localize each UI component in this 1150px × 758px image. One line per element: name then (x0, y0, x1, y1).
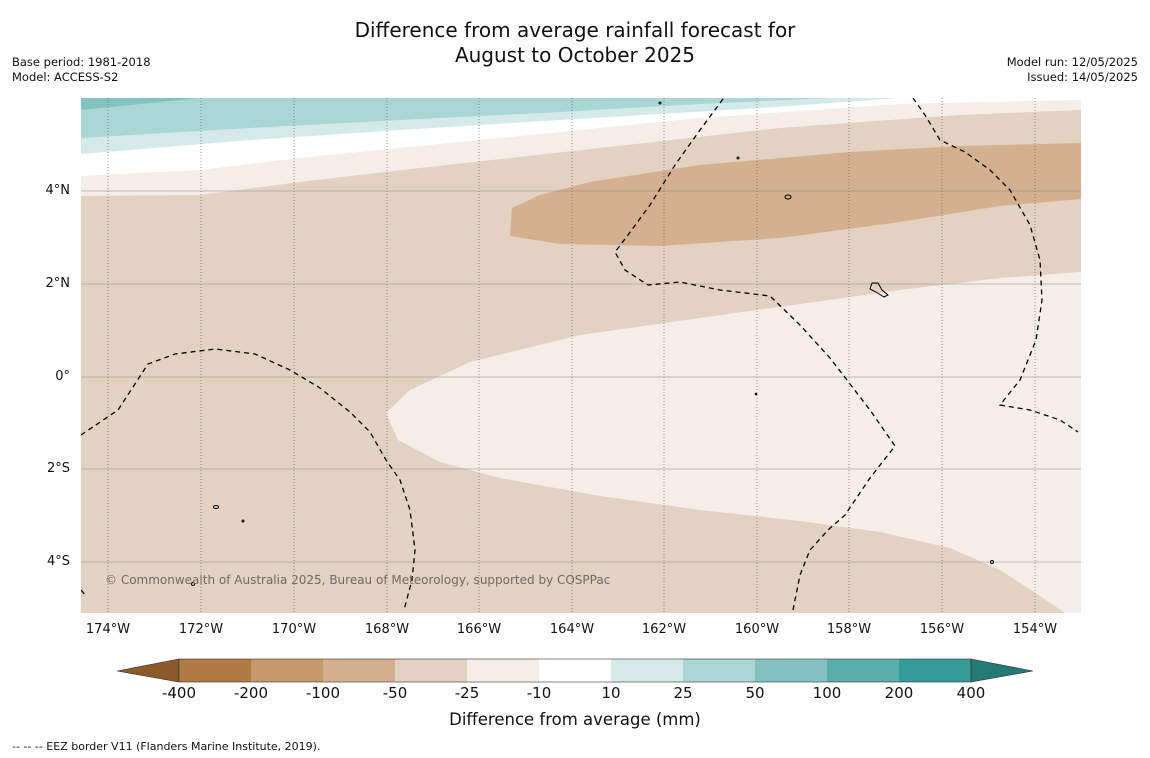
eez-borders (81, 98, 1079, 611)
copyright-notice: © Commonwealth of Australia 2025, Bureau… (105, 573, 611, 587)
colorbar-extend-low (116, 658, 180, 683)
lon-label: 156°W (919, 622, 965, 637)
longitude-lines (107, 98, 1036, 613)
colorbar-outline (178, 658, 972, 683)
lon-label: 174°W (85, 622, 131, 637)
colorbar-bin (755, 659, 827, 682)
meta-left: Base period: 1981-2018 Model: ACCESS-S2 (12, 55, 151, 85)
islands (191, 101, 994, 586)
lat-label: 2°S (46, 461, 70, 476)
lon-label: 162°W (641, 622, 687, 637)
map-title: Difference from average rainfall forecas… (0, 18, 1150, 68)
latitude-lines (81, 190, 1081, 563)
colorbar-tick: -25 (454, 684, 480, 702)
issued-date: Issued: 14/05/2025 (1027, 70, 1138, 84)
region-east-tongue (386, 272, 1081, 613)
lon-label: 160°W (734, 622, 780, 637)
lon-label: 168°W (364, 622, 410, 637)
lon-label: 164°W (549, 622, 595, 637)
lon-label: 170°W (271, 622, 317, 637)
lat-label: 2°N (45, 276, 71, 291)
colorbar-tick: -100 (305, 684, 341, 702)
colorbar-bin (467, 659, 539, 682)
colorbar-bin (179, 659, 251, 682)
colorbar-title: Difference from average (mm) (449, 710, 701, 729)
base-period: Base period: 1981-2018 (12, 55, 151, 69)
colorbar-bin (827, 659, 899, 682)
lon-label: 154°W (1012, 622, 1058, 637)
eez-footnote: -- -- -- EEZ border V11 (Flanders Marine… (12, 740, 321, 753)
region-dry-patch (510, 143, 1081, 246)
model-run: Model run: 12/05/2025 (1006, 55, 1138, 69)
lon-label: 172°W (178, 622, 224, 637)
meta-right: Model run: 12/05/2025 Issued: 14/05/2025 (1007, 55, 1138, 85)
colorbar-bin (899, 659, 971, 682)
colorbar (116, 658, 1034, 683)
colorbar-bin (395, 659, 467, 682)
lat-label: 4°S (46, 554, 70, 569)
colorbar-tick: 100 (812, 684, 842, 702)
colorbar-tick: -50 (382, 684, 408, 702)
colorbar-tick: -400 (161, 684, 197, 702)
colorbar-tick: 400 (956, 684, 986, 702)
colorbar-tick: -10 (526, 684, 552, 702)
lon-label: 158°W (826, 622, 872, 637)
colorbar-bin (683, 659, 755, 682)
map-area (81, 98, 1081, 613)
lon-label: 166°W (456, 622, 502, 637)
colorbar-tick: 50 (745, 684, 765, 702)
colorbar-bin (323, 659, 395, 682)
colorbar-bin (251, 659, 323, 682)
lat-label: 0° (55, 369, 70, 384)
colorbar-tick: 25 (673, 684, 693, 702)
colorbar-tick: 200 (884, 684, 914, 702)
title-line-1: Difference from average rainfall forecas… (354, 18, 796, 42)
model-name: Model: ACCESS-S2 (12, 70, 119, 84)
colorbar-bin (611, 659, 683, 682)
region-north-wet (81, 98, 830, 138)
colorbar-bin (539, 659, 611, 682)
colorbar-tick: -200 (233, 684, 269, 702)
colorbar-extend-high (970, 658, 1034, 683)
region-north-wet-dark (81, 98, 200, 110)
title-line-2: August to October 2025 (454, 43, 696, 67)
colorbar-tick: 10 (601, 684, 621, 702)
lat-label: 4°N (45, 183, 71, 198)
